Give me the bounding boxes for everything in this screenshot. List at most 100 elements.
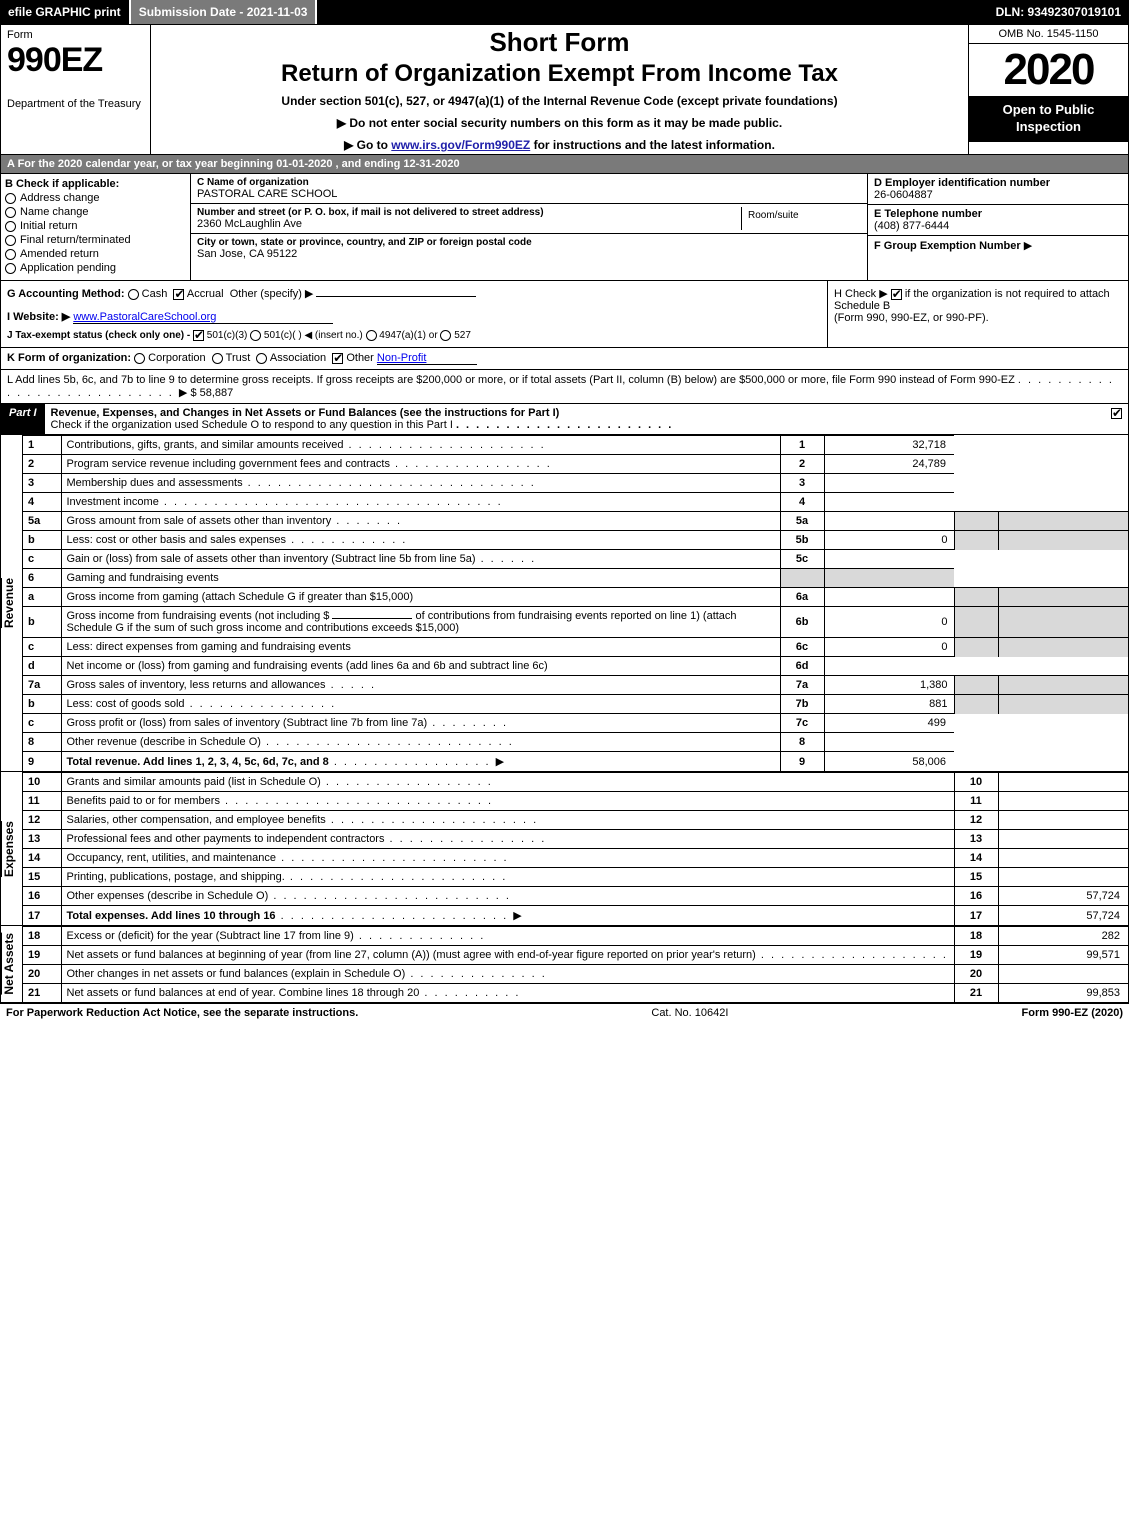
amt-7c: 499 — [824, 714, 954, 733]
chk-amended-return[interactable] — [5, 249, 16, 260]
amt-11 — [998, 792, 1128, 811]
amt-5c — [824, 550, 954, 569]
chk-application-pending[interactable] — [5, 263, 16, 274]
6b-contrib-input[interactable] — [332, 618, 412, 619]
org-name: PASTORAL CARE SCHOOL — [197, 188, 861, 200]
phone-value: (408) 877-6444 — [874, 220, 1122, 232]
form-label: Form — [7, 29, 144, 41]
box-f: F Group Exemption Number ▶ — [868, 236, 1128, 255]
submission-date: Submission Date - 2021-11-03 — [131, 0, 318, 24]
val-5a — [824, 512, 954, 531]
gh-row: G Accounting Method: Cash Accrual Other … — [0, 281, 1129, 348]
box-i-label: I Website: ▶ — [7, 311, 70, 323]
part1-check[interactable] — [1111, 408, 1122, 419]
header-right: OMB No. 1545-1150 2020 Open to Public In… — [968, 25, 1128, 154]
val-6b: 0 — [824, 607, 954, 638]
netassets-label: Net Assets — [1, 933, 22, 995]
box-def: D Employer identification number 26-0604… — [868, 174, 1128, 280]
h-check[interactable] — [891, 289, 902, 300]
org-address-row: Number and street (or P. O. box, if mail… — [191, 204, 867, 234]
j-527[interactable] — [440, 330, 451, 341]
page-footer: For Paperwork Reduction Act Notice, see … — [0, 1003, 1129, 1022]
website-link[interactable]: www.PastoralCareSchool.org — [73, 311, 216, 323]
chk-address-change[interactable] — [5, 193, 16, 204]
box-e: E Telephone number (408) 877-6444 — [868, 205, 1128, 236]
amt-9: 58,006 — [824, 752, 954, 772]
org-city-row: City or town, state or province, country… — [191, 234, 867, 263]
box-b: B Check if applicable: Address change Na… — [1, 174, 191, 280]
info-grid: B Check if applicable: Address change Na… — [0, 174, 1129, 281]
main-title: Return of Organization Exempt From Incom… — [157, 60, 962, 88]
form-header: Form 990EZ Department of the Treasury Sh… — [0, 24, 1129, 155]
form-number: 990EZ — [7, 41, 144, 80]
k-other[interactable] — [332, 353, 343, 364]
part1-title: Revenue, Expenses, and Changes in Net As… — [45, 404, 680, 434]
amt-15 — [998, 868, 1128, 887]
j-501c[interactable] — [250, 330, 261, 341]
expenses-label: Expenses — [1, 821, 22, 877]
chk-final-return[interactable] — [5, 235, 16, 246]
amt-10 — [998, 773, 1128, 792]
l-amount: ▶ $ 58,887 — [179, 387, 233, 399]
amt-8 — [824, 733, 954, 752]
val-7b: 881 — [824, 695, 954, 714]
acct-accrual[interactable] — [173, 289, 184, 300]
amt-13 — [998, 830, 1128, 849]
short-form-title: Short Form — [157, 27, 962, 58]
chk-name-change[interactable] — [5, 207, 16, 218]
j-501c3[interactable] — [193, 330, 204, 341]
netassets-section: Net Assets 18Excess or (deficit) for the… — [1, 925, 1128, 1002]
revenue-section: Revenue 1Contributions, gifts, grants, a… — [1, 434, 1128, 771]
val-6c: 0 — [824, 638, 954, 657]
top-bar: efile GRAPHIC print Submission Date - 20… — [0, 0, 1129, 24]
val-6a — [824, 588, 954, 607]
header-center: Short Form Return of Organization Exempt… — [151, 25, 968, 154]
org-name-row: C Name of organization PASTORAL CARE SCH… — [191, 174, 867, 204]
amt-12 — [998, 811, 1128, 830]
k-other-value[interactable]: Non-Profit — [377, 352, 427, 364]
tax-year: 2020 — [969, 44, 1128, 96]
k-trust[interactable] — [212, 353, 223, 364]
val-5b: 0 — [824, 531, 954, 550]
amt-19: 99,571 — [998, 946, 1128, 965]
footer-catno: Cat. No. 10642I — [651, 1007, 728, 1019]
chk-initial-return[interactable] — [5, 221, 16, 232]
box-d: D Employer identification number 26-0604… — [868, 174, 1128, 205]
expenses-section: Expenses 10Grants and similar amounts pa… — [1, 771, 1128, 925]
footer-right: Form 990-EZ (2020) — [1022, 1007, 1123, 1019]
revenue-label: Revenue — [1, 578, 22, 628]
j-4947[interactable] — [366, 330, 377, 341]
k-assoc[interactable] — [256, 353, 267, 364]
amt-16: 57,724 — [998, 887, 1128, 906]
box-b-label: B Check if applicable: — [5, 178, 186, 190]
amt-20 — [998, 965, 1128, 984]
acct-other-input[interactable] — [316, 296, 476, 297]
k-corp[interactable] — [134, 353, 145, 364]
period-band: A For the 2020 calendar year, or tax yea… — [0, 155, 1129, 174]
open-to-public: Open to Public Inspection — [969, 96, 1128, 142]
dln: DLN: 93492307019101 — [988, 5, 1129, 19]
amt-21: 99,853 — [998, 984, 1128, 1003]
amt-18: 282 — [998, 927, 1128, 946]
ein-value: 26-0604887 — [874, 189, 1122, 201]
box-k: K Form of organization: Corporation Trus… — [0, 348, 1129, 370]
amt-17: 57,724 — [998, 906, 1128, 926]
org-city: San Jose, CA 95122 — [197, 248, 861, 260]
amt-3 — [824, 474, 954, 493]
amt-4 — [824, 493, 954, 512]
warning-ssn: ▶ Do not enter social security numbers o… — [157, 116, 962, 130]
part1-label: Part I — [1, 404, 45, 434]
box-g: G Accounting Method: Cash Accrual Other … — [1, 281, 828, 347]
amt-14 — [998, 849, 1128, 868]
part1-wrap: Part I Revenue, Expenses, and Changes in… — [0, 404, 1129, 1003]
irs-link[interactable]: www.irs.gov/Form990EZ — [391, 138, 530, 152]
subtitle: Under section 501(c), 527, or 4947(a)(1)… — [157, 94, 962, 108]
amt-6d — [824, 657, 954, 676]
box-c: C Name of organization PASTORAL CARE SCH… — [191, 174, 868, 280]
box-l: L Add lines 5b, 6c, and 7b to line 9 to … — [0, 370, 1129, 404]
efile-print[interactable]: efile GRAPHIC print — [0, 0, 131, 24]
box-j: J Tax-exempt status (check only one) - 5… — [7, 330, 821, 341]
amt-2: 24,789 — [824, 455, 954, 474]
footer-left: For Paperwork Reduction Act Notice, see … — [6, 1007, 358, 1019]
acct-cash[interactable] — [128, 289, 139, 300]
